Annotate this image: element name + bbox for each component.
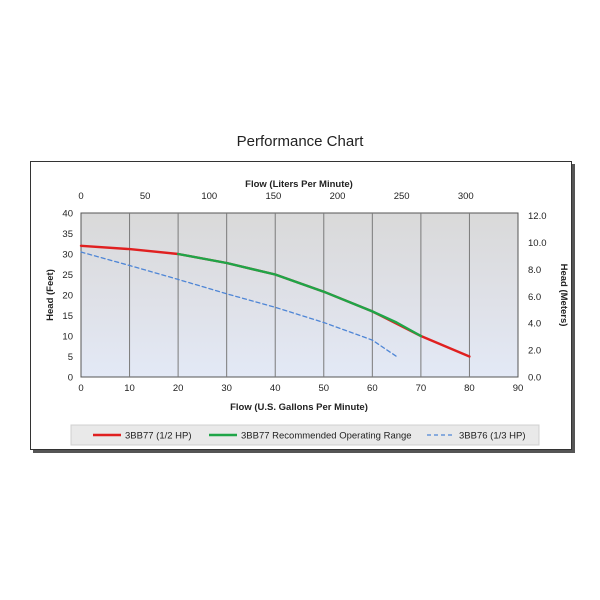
x-top-tick-label: 50: [140, 191, 151, 202]
y-tick-label: 35: [62, 229, 73, 240]
y-tick-label: 5: [68, 352, 73, 363]
x-top-tick-label: 250: [394, 191, 410, 202]
y-right-tick-label: 8.0: [528, 265, 541, 276]
x-tick-label: 0: [78, 383, 83, 394]
y-tick-label: 40: [62, 209, 73, 220]
right-axis-title: Head (Meters): [558, 264, 569, 327]
x-tick-label: 20: [173, 383, 184, 394]
x-tick-label: 30: [221, 383, 232, 394]
legend-label-2: 3BB77 Recommended Operating Range: [241, 431, 412, 442]
y-tick-label: 10: [62, 332, 73, 343]
x-top-tick-label: 0: [78, 191, 83, 202]
x-tick-label: 60: [367, 383, 378, 394]
y-tick-label: 15: [62, 311, 73, 322]
series-line-3: [80, 251, 398, 358]
chart-frame: 0 10 20 30 40 50 60 70 80 90 0 50 100 150 200 250 300 0 5 1…: [30, 161, 572, 450]
performance-chart: 0 10 20 30 40 50 60 70 80 90 0 50 100 150 200 250 300 0 5 1…: [45, 179, 569, 446]
x-top-tick-label: 150: [265, 191, 281, 202]
plot-area: [80, 212, 519, 378]
x-top-tick-label: 300: [458, 191, 474, 202]
x-tick-label: 40: [270, 383, 281, 394]
y-tick-label: 30: [62, 250, 73, 261]
left-axis-title: Head (Feet): [45, 269, 56, 321]
series-line-2: [176, 252, 423, 338]
legend-label-3: 3BB76 (1/3 HP): [459, 431, 526, 442]
x-top-tick-label: 200: [330, 191, 346, 202]
bottom-axis-title: Flow (U.S. Gallons Per Minute): [230, 402, 368, 413]
x-tick-label: 70: [416, 383, 427, 394]
x-tick-label: 50: [318, 383, 329, 394]
y-right-tick-label: 12.0: [528, 211, 547, 222]
legend-label-1: 3BB77 (1/2 HP): [125, 431, 192, 442]
top-axis-title: Flow (Liters Per Minute): [245, 179, 353, 190]
y-right-tick-label: 4.0: [528, 319, 541, 330]
x-tick-label: 90: [513, 383, 524, 394]
y-right-tick-label: 2.0: [528, 346, 541, 357]
y-right-tick-label: 10.0: [528, 238, 547, 249]
page-title: Performance Chart: [236, 133, 364, 150]
legend-box: [70, 424, 540, 446]
y-tick-label: 25: [62, 270, 73, 281]
x-tick-label: 80: [464, 383, 475, 394]
x-tick-label: 10: [124, 383, 135, 394]
x-top-tick-label: 100: [201, 191, 217, 202]
y-right-tick-label: 0.0: [528, 373, 541, 384]
y-tick-label: 0: [68, 373, 73, 384]
y-tick-label: 20: [62, 291, 73, 302]
y-right-tick-label: 6.0: [528, 292, 541, 303]
